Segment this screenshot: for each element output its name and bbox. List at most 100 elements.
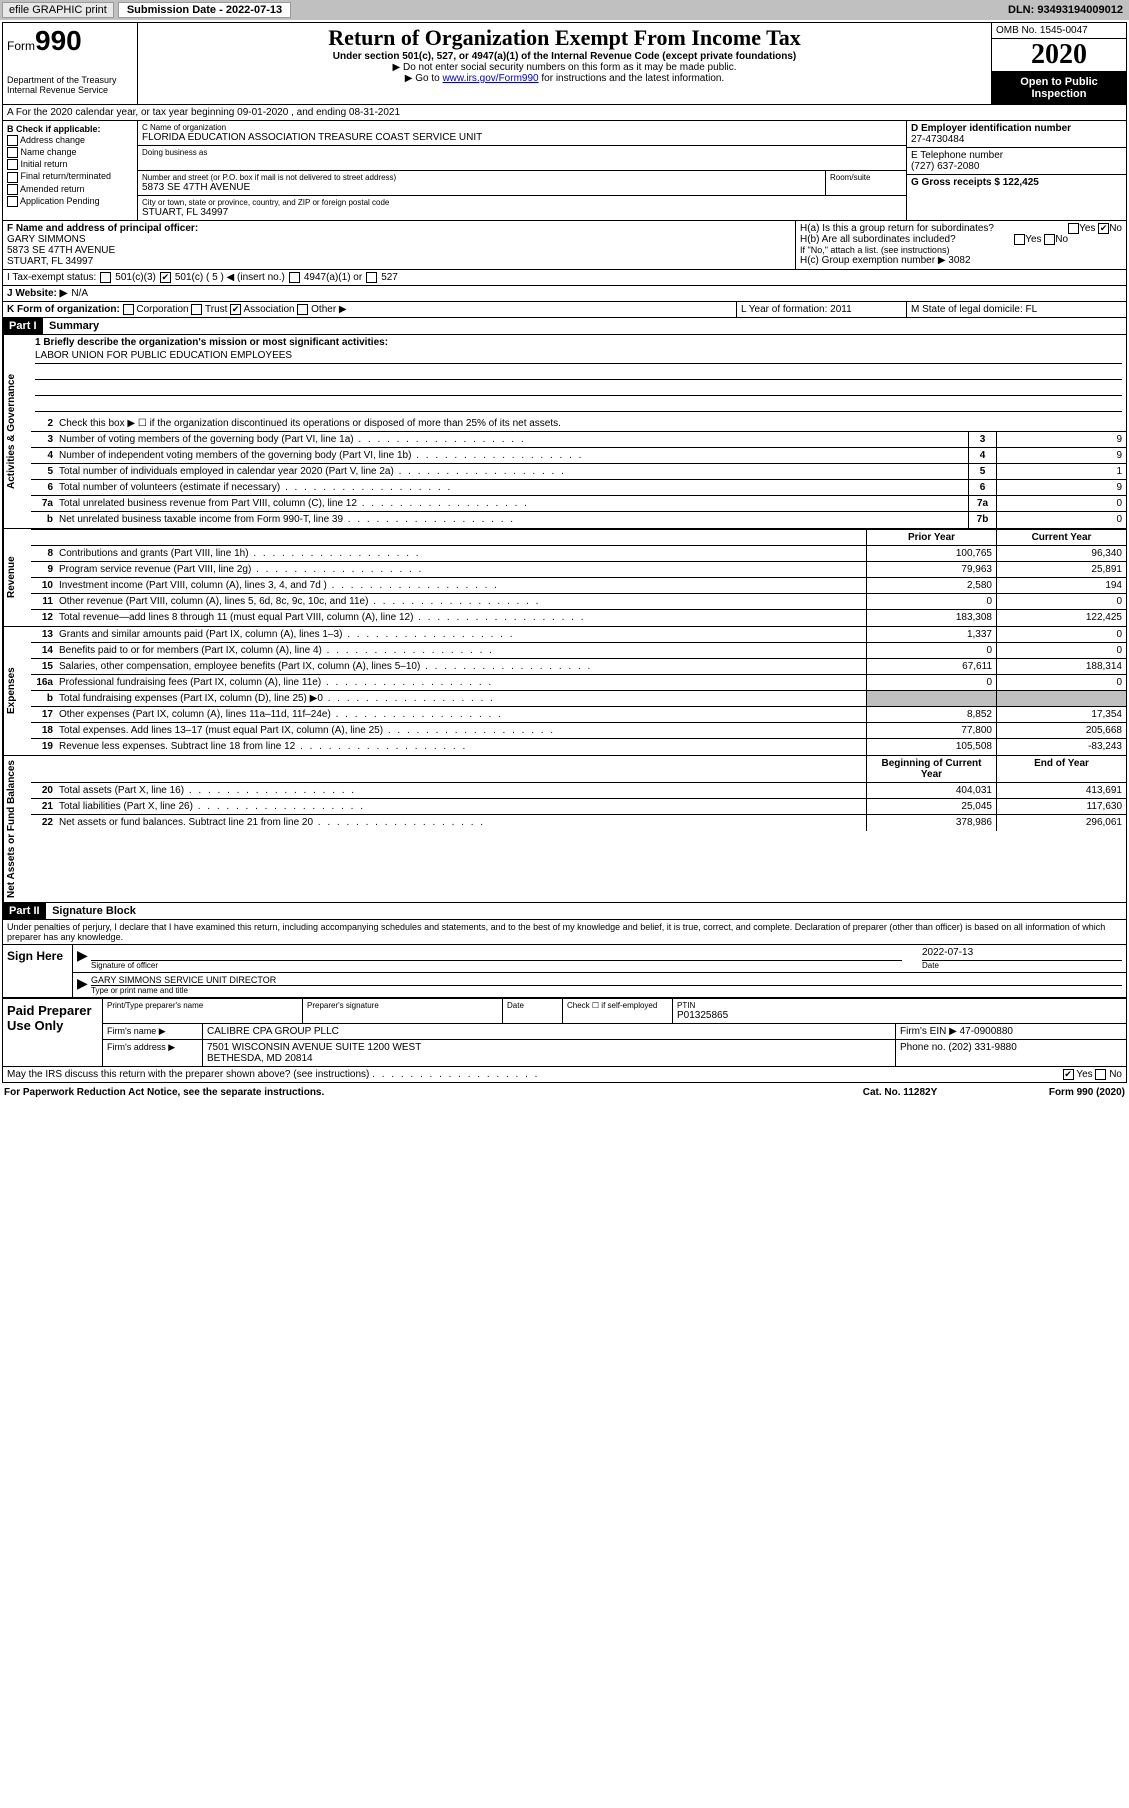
activities-governance: Activities & Governance 1 Briefly descri…: [3, 335, 1126, 529]
form-ref: Form 990 (2020): [975, 1087, 1125, 1098]
officer-printed-name: GARY SIMMONS SERVICE UNIT DIRECTOR: [91, 975, 1122, 986]
efile-print-button[interactable]: efile GRAPHIC print: [2, 2, 114, 18]
officer-name: GARY SIMMONS: [7, 234, 791, 245]
year-formation: L Year of formation: 2011: [736, 302, 906, 317]
ssn-warning: ▶ Do not enter social security numbers o…: [144, 62, 985, 73]
chk-name-change[interactable]: [7, 147, 18, 158]
data-row: 16aProfessional fundraising fees (Part I…: [31, 675, 1126, 691]
discuss-no[interactable]: [1095, 1069, 1106, 1080]
data-row: 18Total expenses. Add lines 13–17 (must …: [31, 723, 1126, 739]
paid-preparer-label: Paid Preparer Use Only: [3, 999, 103, 1066]
revenue-section: Revenue Prior YearCurrent Year 8Contribu…: [3, 529, 1126, 627]
line-j: J Website: ▶ N/A: [3, 286, 1126, 302]
form-number: 990: [35, 25, 82, 56]
dept-treasury: Department of the Treasury: [7, 75, 133, 85]
form-id-box: Form990 Department of the Treasury Inter…: [3, 23, 138, 104]
mission-block: 1 Briefly describe the organization's mi…: [31, 335, 1126, 416]
form-subtitle: Under section 501(c), 527, or 4947(a)(1)…: [144, 51, 985, 62]
chk-corp[interactable]: [123, 304, 134, 315]
gov-row: 3Number of voting members of the governi…: [31, 432, 1126, 448]
section-f-h: F Name and address of principal officer:…: [3, 221, 1126, 270]
data-row: 19Revenue less expenses. Subtract line 1…: [31, 739, 1126, 755]
vtab-revenue: Revenue: [3, 529, 31, 626]
declaration: Under penalties of perjury, I declare th…: [3, 920, 1126, 944]
officer-signature[interactable]: [91, 947, 902, 961]
goto-line: ▶ Go to www.irs.gov/Form990 for instruct…: [144, 73, 985, 84]
gross-receipts: G Gross receipts $ 122,425: [907, 175, 1126, 190]
discuss-yes[interactable]: [1063, 1069, 1074, 1080]
chk-trust[interactable]: [191, 304, 202, 315]
group-return: H(a) Is this a group return for subordin…: [796, 221, 1126, 269]
form-header: Form990 Department of the Treasury Inter…: [3, 23, 1126, 105]
form-990: Form990 Department of the Treasury Inter…: [2, 22, 1127, 1083]
paid-preparer: Paid Preparer Use Only Print/Type prepar…: [3, 998, 1126, 1066]
chk-501c[interactable]: [160, 272, 171, 283]
pra-notice: For Paperwork Reduction Act Notice, see …: [4, 1087, 825, 1098]
right-info: D Employer identification number 27-4730…: [906, 121, 1126, 220]
chk-other[interactable]: [297, 304, 308, 315]
data-row: 15Salaries, other compensation, employee…: [31, 659, 1126, 675]
toolbar: efile GRAPHIC print Submission Date - 20…: [0, 0, 1129, 20]
chk-final[interactable]: [7, 172, 18, 183]
data-row: 10Investment income (Part VIII, column (…: [31, 578, 1126, 594]
chk-amended[interactable]: [7, 184, 18, 195]
form-title-box: Return of Organization Exempt From Incom…: [138, 23, 991, 104]
gov-row: 4Number of independent voting members of…: [31, 448, 1126, 464]
chk-501c3[interactable]: [100, 272, 111, 283]
irs-link[interactable]: www.irs.gov/Form990: [442, 73, 538, 84]
org-info: C Name of organization FLORIDA EDUCATION…: [138, 121, 906, 220]
gov-row: 5Total number of individuals employed in…: [31, 464, 1126, 480]
sig-date: 2022-07-13: [922, 947, 1122, 961]
signature-block: Under penalties of perjury, I declare th…: [3, 920, 1126, 998]
irs-label: Internal Revenue Service: [7, 85, 133, 95]
open-inspection: Open to Public Inspection: [992, 72, 1126, 104]
gov-row: 7aTotal unrelated business revenue from …: [31, 496, 1126, 512]
vtab-governance: Activities & Governance: [3, 335, 31, 528]
line-i: I Tax-exempt status: 501(c)(3) 501(c) ( …: [3, 270, 1126, 286]
omb-number: OMB No. 1545-0047: [992, 23, 1126, 39]
mission-text: LABOR UNION FOR PUBLIC EDUCATION EMPLOYE…: [35, 350, 1122, 364]
principal-officer: F Name and address of principal officer:…: [3, 221, 796, 269]
part1-header: Part I Summary: [3, 318, 1126, 335]
firm-phone: Phone no. (202) 331-9880: [896, 1040, 1126, 1066]
data-row: 20Total assets (Part X, line 16)404,0314…: [31, 783, 1126, 799]
chk-4947[interactable]: [289, 272, 300, 283]
cat-no: Cat. No. 11282Y: [825, 1087, 975, 1098]
section-b-through-g: B Check if applicable: Address change Na…: [3, 121, 1126, 221]
street: 5873 SE 47TH AVENUE: [142, 182, 821, 193]
dln: DLN: 93493194009012: [1008, 4, 1127, 16]
firm-address: 7501 WISCONSIN AVENUE SUITE 1200 WEST: [207, 1042, 891, 1053]
form-word: Form: [7, 39, 35, 53]
city: STUART, FL 34997: [142, 207, 902, 218]
form-title: Return of Organization Exempt From Incom…: [144, 25, 985, 51]
firm-ein: Firm's EIN ▶ 47-0900880: [896, 1024, 1126, 1039]
data-row: 21Total liabilities (Part X, line 26)25,…: [31, 799, 1126, 815]
chk-initial[interactable]: [7, 159, 18, 170]
firm-name: CALIBRE CPA GROUP PLLC: [203, 1024, 896, 1039]
hb-yes[interactable]: [1014, 234, 1025, 245]
expenses-section: Expenses 13Grants and similar amounts pa…: [3, 627, 1126, 756]
tax-year: 2020: [992, 39, 1126, 72]
ptin: P01325865: [677, 1010, 1122, 1021]
data-row: bTotal fundraising expenses (Part IX, co…: [31, 691, 1126, 707]
b-checkboxes: B Check if applicable: Address change Na…: [3, 121, 138, 220]
data-row: 8Contributions and grants (Part VIII, li…: [31, 546, 1126, 562]
chk-527[interactable]: [366, 272, 377, 283]
data-row: 22Net assets or fund balances. Subtract …: [31, 815, 1126, 831]
ha-no[interactable]: [1098, 223, 1109, 234]
dba: [142, 157, 902, 168]
hb-no[interactable]: [1044, 234, 1055, 245]
submission-date: Submission Date - 2022-07-13: [118, 2, 291, 18]
sig-arrow-icon: ▶: [77, 947, 91, 970]
ha-yes[interactable]: [1068, 223, 1079, 234]
chk-address-change[interactable]: [7, 135, 18, 146]
discuss-row: May the IRS discuss this return with the…: [3, 1066, 1126, 1082]
gov-row: bNet unrelated business taxable income f…: [31, 512, 1126, 528]
chk-assoc[interactable]: [230, 304, 241, 315]
part2-header: Part II Signature Block: [3, 903, 1126, 920]
state-domicile: M State of legal domicile: FL: [906, 302, 1126, 317]
chk-pending[interactable]: [7, 196, 18, 207]
line-a: A For the 2020 calendar year, or tax yea…: [3, 105, 1126, 121]
data-row: 17Other expenses (Part IX, column (A), l…: [31, 707, 1126, 723]
gov-row: 6Total number of volunteers (estimate if…: [31, 480, 1126, 496]
